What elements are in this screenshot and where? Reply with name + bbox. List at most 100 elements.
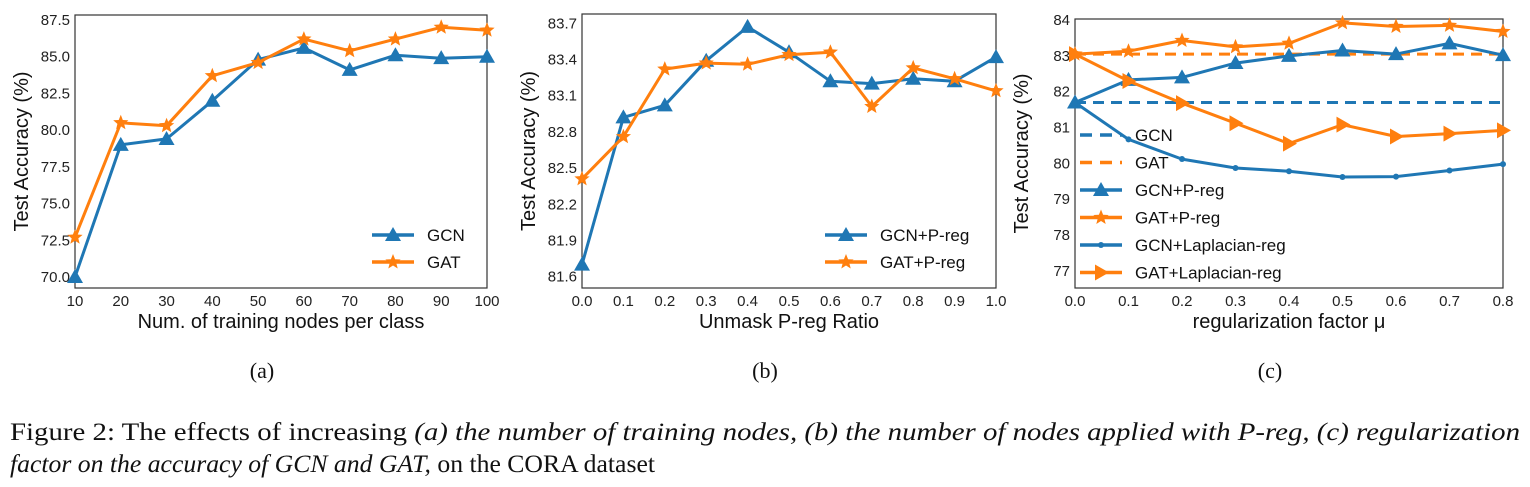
data-point [204,92,221,107]
data-point [988,49,1004,64]
series-gat-p-reg [574,44,1004,186]
x-tick-label: 0.7 [1439,293,1460,310]
subfigure-label: (a) [250,358,274,383]
data-point [1497,122,1511,139]
data-point [1443,125,1458,142]
y-tick-label: 82.8 [548,124,577,141]
y-tick-label: 83 [1053,48,1070,65]
data-point [698,55,714,70]
caption-italic-2: factor on the accuracy of GCN and GAT, [10,451,431,478]
data-point [342,42,358,58]
legend-label: GCN+Laplacian-reg [1135,236,1286,255]
series-gat [67,19,495,244]
legend-label: GAT+Laplacian-reg [1135,264,1282,283]
data-point [250,54,266,70]
legend-item: GCN+P-reg [825,226,969,245]
data-point [656,97,673,112]
legend-item: GCN [1080,126,1173,145]
data-point [1283,135,1297,152]
figure-caption-line-2: factor on the accuracy of GCN and GAT, o… [10,451,655,478]
x-tick-label: 30 [158,293,175,310]
data-point [1227,55,1244,70]
x-tick-label: 0.9 [944,293,965,310]
legend-marker [1093,182,1109,196]
data-point [1388,46,1404,61]
legend-label: GCN [1135,126,1173,145]
y-tick-label: 81.9 [548,232,577,249]
legend-label: GAT [1135,154,1169,173]
data-point [615,109,632,124]
x-tick-label: 20 [112,293,129,310]
data-point [864,98,880,113]
y-tick-label: 70.0 [41,269,70,286]
x-tick-label: 0.8 [1493,293,1514,310]
data-point [822,44,838,59]
y-tick-label: 81.6 [548,269,577,286]
data-point [1281,35,1297,50]
data-point [781,46,797,62]
series-gcn-laplacian-reg [1072,99,1506,180]
data-point [1495,47,1511,62]
y-tick-label: 77.5 [41,159,70,176]
data-point [1069,46,1083,63]
x-axis-label: Num. of training nodes per class [138,311,425,333]
caption-prefix: Figure 2: The effects of increasing [10,419,414,446]
x-tick-label: 0.1 [1118,293,1139,310]
x-tick-label: 0.4 [737,293,758,310]
series-gcn-p-reg [1067,35,1511,109]
x-tick-label: 60 [296,293,313,310]
x-axis-label: Unmask P-reg Ratio [699,311,879,333]
data-point [1500,161,1506,168]
subfigure-label: (b) [752,358,778,383]
legend-marker [838,227,854,241]
legend-label: GAT+P-reg [1135,209,1220,228]
data-point [158,117,175,133]
data-point [574,170,590,186]
data-point [822,73,839,88]
legend-item: GCN+Laplacian-reg [1080,236,1286,255]
y-axis-label: Test Accuracy (%) [11,71,33,231]
y-tick-label: 75.0 [41,196,70,213]
data-point [479,48,495,63]
chart-a: 10 20 30 40 50 60 70 80 90 100 70.0 72.5 75.0 77.5 80.… [11,12,500,333]
legend-label: GCN [427,226,465,245]
data-point [296,31,312,46]
y-tick-label: 77 [1053,263,1070,280]
x-tick-label: 70 [341,293,358,310]
x-tick-label: 0.2 [1172,293,1193,310]
x-tick-label: 0.6 [820,293,841,310]
x-tick-label: 0.0 [572,293,593,310]
y-tick-label: 78 [1053,227,1070,244]
data-point [1388,18,1404,33]
legend-marker [385,254,401,269]
data-point [112,136,129,151]
x-tick-label: 0.6 [1386,293,1407,310]
y-tick-label: 80.0 [41,122,70,139]
data-point [433,50,450,65]
data-point [1174,69,1190,84]
y-tick-label: 82.2 [548,196,577,213]
y-tick-label: 83.4 [548,51,577,68]
legend-label: GCN+P-reg [880,226,969,245]
data-point [1120,43,1137,58]
legend: GCN GAT [372,226,465,272]
data-point [657,61,673,76]
caption-italic-1: (a) the number of training nodes, (b) th… [414,419,1520,446]
x-tick-label: 50 [250,293,267,310]
plot-frame [581,13,997,289]
legend-item: GCN+P-reg [1080,181,1224,200]
x-tick-label: 0.7 [861,293,882,310]
x-tick-label: 0.2 [654,293,675,310]
data-point [1441,35,1458,50]
legend-marker [385,227,401,241]
legend-marker [838,254,854,269]
legend-item: GAT+Laplacian-reg [1080,264,1282,283]
data-point [387,31,404,46]
x-tick-label: 90 [433,293,450,310]
data-point [1179,156,1185,163]
x-tick-label: 80 [387,293,404,310]
plot-frame [74,14,488,289]
data-point [1125,136,1132,143]
data-point [204,67,220,83]
x-tick-label: 0.3 [1225,293,1246,310]
